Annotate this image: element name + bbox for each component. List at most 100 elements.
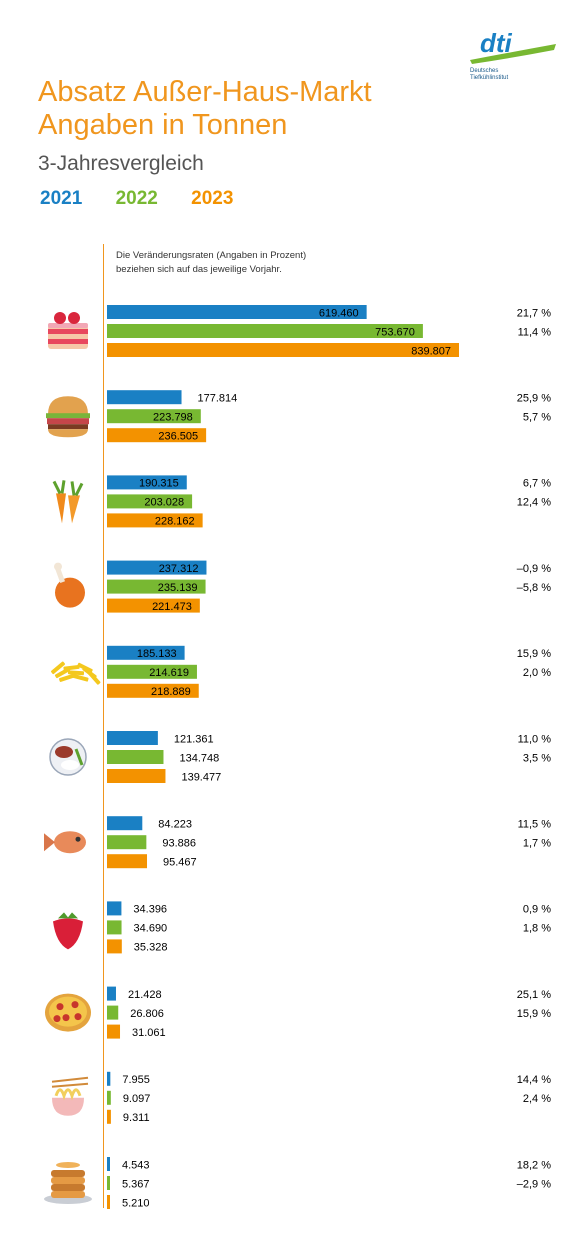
bar-label-4-2023: 218.889 [151, 686, 191, 698]
bar-label-10-2021: 4.543 [122, 1159, 150, 1171]
bar-9-2023 [107, 1109, 111, 1124]
bar-4-2023 [107, 683, 199, 698]
logo-text: dti [480, 30, 513, 58]
change-label-0-1: 11,4 % [518, 326, 552, 338]
title-line-2: Angaben in Tonnen [38, 109, 288, 141]
bar-2-2023 [107, 513, 203, 528]
bar-5-2022 [107, 750, 164, 764]
change-label-7-1: 1,8 % [523, 923, 551, 935]
change-label-5-0: 11,0 % [518, 733, 552, 745]
chart-title: Absatz Außer-Haus-Markt Angaben in Tonne… [38, 76, 372, 142]
cake-icon [48, 312, 88, 349]
bar-label-3-2021: 237.312 [159, 563, 199, 575]
change-label-8-1: 15,9 % [517, 1008, 551, 1020]
change-label-1-1: 5,7 % [523, 412, 551, 424]
bar-8-2022 [107, 1005, 119, 1020]
bar-9-2021 [107, 1071, 111, 1086]
bar-label-4-2021: 185.133 [137, 648, 177, 660]
bar-0-2021 [107, 305, 367, 319]
bar-8-2023 [107, 1024, 121, 1039]
bar-label-8-2021: 21.428 [128, 989, 162, 1001]
legend: 2021 2022 2023 [40, 188, 261, 210]
bar-1-2021 [107, 390, 182, 405]
change-label-0-0: 21,7 % [517, 307, 551, 319]
logo-caption-1: Deutsches [470, 68, 498, 74]
bar-10-2022 [107, 1176, 110, 1190]
change-label-3-1: –5,8 % [517, 582, 551, 594]
bar-2-2022 [107, 494, 193, 509]
bar-6-2023 [107, 854, 148, 869]
change-label-8-0: 25,1 % [517, 989, 551, 1001]
change-label-2-1: 12,4 % [517, 497, 551, 509]
bar-1-2022 [107, 409, 201, 424]
bar-10-2021 [107, 1157, 110, 1171]
bar-label-7-2021: 34.396 [133, 904, 167, 916]
bar-10-2023 [107, 1195, 110, 1209]
bar-2-2021 [107, 475, 187, 490]
bar-5-2021 [107, 731, 158, 745]
meat-plate-icon [49, 738, 87, 776]
change-label-6-0: 11,5 % [518, 819, 552, 831]
burger-icon [46, 396, 90, 438]
bar-label-0-2022: 753.670 [375, 326, 415, 338]
bar-label-2-2021: 190.315 [139, 478, 179, 490]
pizza-icon [45, 993, 91, 1032]
change-label-10-0: 18,2 % [517, 1159, 551, 1171]
bar-label-6-2022: 93.886 [162, 838, 196, 850]
change-label-4-0: 15,9 % [517, 648, 551, 660]
change-label-9-1: 2,4 % [523, 1093, 551, 1105]
bar-4-2022 [107, 664, 197, 679]
bar-label-9-2022: 9.097 [123, 1093, 151, 1105]
bar-label-7-2022: 34.690 [134, 923, 168, 935]
change-label-3-0: –0,9 % [517, 563, 551, 575]
bar-4-2021 [107, 645, 185, 660]
bar-0-2023 [107, 343, 459, 357]
bar-3-2022 [107, 579, 206, 594]
bar-label-7-2023: 35.328 [134, 942, 168, 954]
bar-7-2023 [107, 939, 122, 954]
bar-label-6-2023: 95.467 [163, 857, 197, 869]
chicken-leg-icon [54, 562, 85, 608]
bar-label-5-2022: 134.748 [179, 752, 219, 764]
fries-icon [50, 661, 101, 685]
bar-label-8-2022: 26.806 [130, 1008, 164, 1020]
bar-0-2022 [107, 324, 423, 338]
bar-1-2023 [107, 428, 207, 443]
change-label-1-0: 25,9 % [517, 393, 551, 405]
bar-6-2022 [107, 835, 147, 850]
bar-label-0-2021: 619.460 [319, 307, 359, 319]
pancakes-icon [44, 1162, 92, 1204]
bar-label-6-2021: 84.223 [158, 819, 192, 831]
bar-3-2021 [107, 560, 207, 575]
bar-label-3-2023: 221.473 [152, 601, 192, 613]
change-label-5-1: 3,5 % [523, 752, 551, 764]
dti-logo: dti Deutsches Tiefkühlinstitut [466, 28, 558, 84]
note-line-1: Die Veränderungsraten (Angaben in Prozen… [116, 250, 307, 261]
bar-label-9-2023: 9.311 [123, 1112, 150, 1124]
carrot-icon [52, 480, 84, 524]
change-label-7-0: 0,9 % [523, 904, 551, 916]
bar-label-8-2023: 31.061 [132, 1027, 166, 1039]
noodles-icon [51, 1076, 89, 1116]
note-line-2: beziehen sich auf das jeweilige Vorjahr. [116, 264, 282, 275]
chart-note: Die Veränderungsraten (Angaben in Prozen… [116, 249, 376, 277]
change-label-6-1: 1,7 % [523, 838, 551, 850]
title-line-1: Absatz Außer-Haus-Markt [38, 76, 372, 108]
bar-label-10-2022: 5.367 [122, 1178, 150, 1190]
fish-icon [44, 831, 86, 854]
bar-label-2-2022: 203.028 [144, 497, 184, 509]
bar-3-2023 [107, 598, 200, 613]
y-axis-line [103, 244, 104, 1208]
chart-subtitle: 3-Jahresvergleich [38, 152, 204, 175]
bar-label-5-2023: 139.477 [181, 771, 221, 783]
change-label-4-1: 2,0 % [523, 667, 551, 679]
change-label-9-0: 14,4 % [517, 1074, 551, 1086]
logo-caption-2: Tiefkühlinstitut [470, 75, 508, 81]
bar-label-3-2022: 235.139 [158, 582, 198, 594]
bar-label-4-2022: 214.619 [149, 667, 189, 679]
bar-label-5-2021: 121.361 [174, 733, 214, 745]
bar-label-10-2023: 5.210 [122, 1197, 150, 1209]
bar-label-1-2021: 177.814 [198, 393, 238, 405]
bar-label-9-2021: 7.955 [122, 1074, 150, 1086]
